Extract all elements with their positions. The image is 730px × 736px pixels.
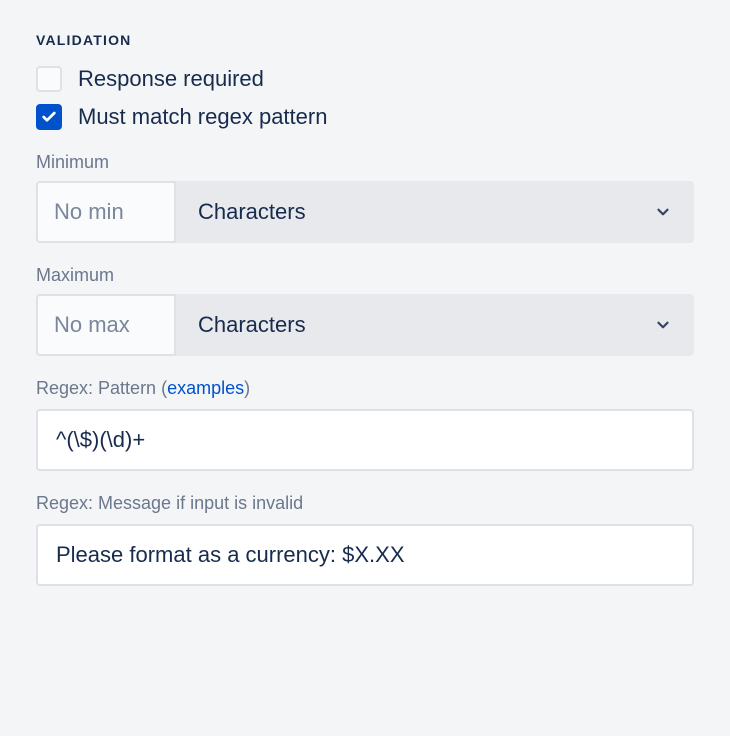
minimum-group: Minimum Characters — [36, 152, 694, 243]
checkbox-row-match-regex: Must match regex pattern — [36, 104, 694, 130]
regex-message-input[interactable] — [36, 524, 694, 586]
regex-pattern-label-prefix: Regex: Pattern ( — [36, 378, 167, 398]
regex-pattern-input[interactable] — [36, 409, 694, 471]
maximum-group: Maximum Characters — [36, 265, 694, 356]
check-icon — [41, 109, 57, 125]
chevron-down-icon — [654, 203, 672, 221]
maximum-unit-value: Characters — [198, 312, 306, 338]
response-required-label: Response required — [78, 66, 264, 92]
maximum-label: Maximum — [36, 265, 694, 286]
minimum-row: Characters — [36, 181, 694, 243]
minimum-unit-select[interactable]: Characters — [176, 181, 694, 243]
regex-message-label: Regex: Message if input is invalid — [36, 493, 694, 514]
response-required-checkbox[interactable] — [36, 66, 62, 92]
minimum-input[interactable] — [36, 181, 176, 243]
regex-pattern-label: Regex: Pattern (examples) — [36, 378, 694, 399]
regex-pattern-group: Regex: Pattern (examples) — [36, 378, 694, 471]
section-title: VALIDATION — [36, 32, 694, 48]
regex-pattern-label-suffix: ) — [244, 378, 250, 398]
minimum-label: Minimum — [36, 152, 694, 173]
regex-message-group: Regex: Message if input is invalid — [36, 493, 694, 586]
minimum-unit-value: Characters — [198, 199, 306, 225]
match-regex-checkbox[interactable] — [36, 104, 62, 130]
chevron-down-icon — [654, 316, 672, 334]
examples-link[interactable]: examples — [167, 378, 244, 398]
checkbox-row-response-required: Response required — [36, 66, 694, 92]
maximum-unit-select[interactable]: Characters — [176, 294, 694, 356]
match-regex-label: Must match regex pattern — [78, 104, 327, 130]
maximum-input[interactable] — [36, 294, 176, 356]
maximum-row: Characters — [36, 294, 694, 356]
